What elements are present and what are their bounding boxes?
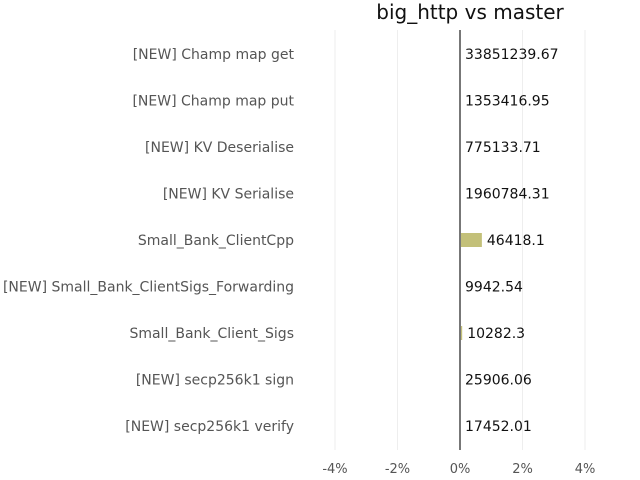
category-labels: [NEW] Champ map get [NEW] Champ map put [N… [3,47,295,435]
x-tick-label: 4% [575,462,596,477]
x-tick-label: 2% [512,462,533,477]
value-label: 33851239.67 [465,47,559,63]
category-label: [NEW] secp256k1 verify [125,419,294,435]
category-label: [NEW] Small_Bank_ClientSigs_Forwarding [3,280,294,296]
value-label: 17452.01 [465,419,532,435]
value-label: 25906.06 [465,373,532,389]
category-label: [NEW] Champ map put [132,94,294,110]
value-label: 46418.1 [487,233,545,249]
bar [460,326,463,340]
value-label: 10282.3 [467,326,525,342]
category-label: [NEW] Champ map get [133,47,295,63]
category-label: [NEW] KV Deserialise [145,140,294,156]
x-tick-label: -4% [322,462,347,477]
x-tick-label: 0% [450,462,471,477]
chart-title: big_http vs master [376,0,564,24]
bars [460,233,482,340]
value-label: 1353416.95 [465,94,550,110]
category-label: Small_Bank_Client_Sigs [129,326,294,342]
category-label: Small_Bank_ClientCpp [138,233,294,249]
x-tick-label: -2% [385,462,410,477]
value-label: 1960784.31 [465,187,550,203]
bar [460,233,482,247]
category-label: [NEW] secp256k1 sign [136,373,294,389]
value-label: 775133.71 [465,140,541,156]
value-label: 9942.54 [465,280,523,296]
value-labels: 33851239.67 1353416.95 775133.71 1960784.31… [465,47,559,435]
x-axis-tick-labels: -4% -2% 0% 2% 4% [322,462,595,477]
grid-lines [334,30,586,450]
category-label: [NEW] KV Serialise [163,187,294,203]
